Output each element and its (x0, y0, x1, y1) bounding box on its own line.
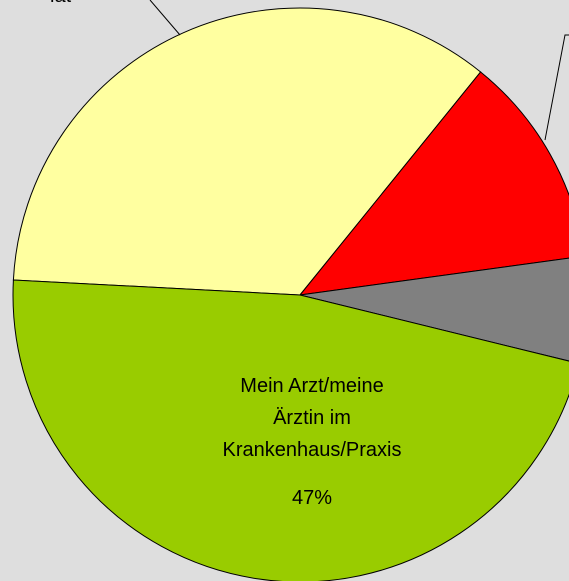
pie-slice (12, 279, 569, 581)
leader-line (544, 34, 569, 141)
slice-label-line: Mein Arzt/meine (240, 375, 383, 397)
slice-label: Mein Arzt/meine Ärztin im Krankenhaus/Prax… (223, 375, 402, 461)
value-label: 47% (292, 487, 332, 509)
slice-label-line: Krankenhaus/Praxis (223, 439, 402, 461)
pie-slice (299, 257, 569, 362)
pie-slice (298, 71, 569, 296)
pie (12, 7, 569, 581)
leader-line (149, 0, 181, 36)
pie-slice (12, 7, 482, 296)
slice-label: lat (50, 0, 72, 7)
slice-label-line: Ärztin im (273, 407, 351, 429)
